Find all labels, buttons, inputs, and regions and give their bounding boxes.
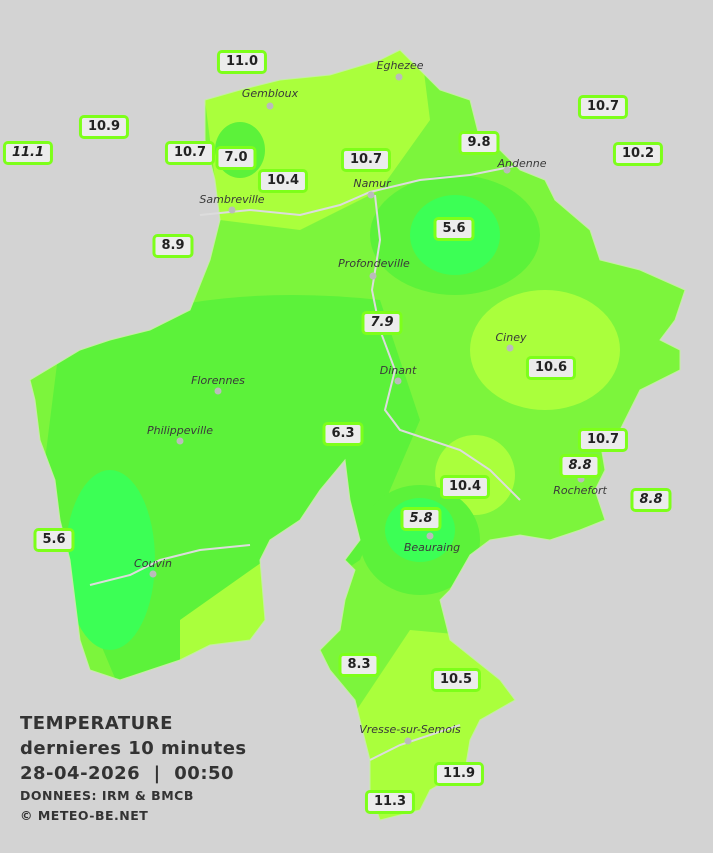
town-label: Profondeville — [338, 257, 410, 270]
legend-title: TEMPERATURE — [20, 713, 173, 734]
station-value: 11.9 — [433, 762, 485, 786]
town-label: Florennes — [191, 374, 245, 387]
station-value: 10.4 — [439, 475, 491, 499]
station-value: 10.4 — [257, 169, 309, 193]
town-dot — [149, 570, 157, 578]
station-value: 7.0 — [215, 146, 257, 170]
legend-subtitle: dernieres 10 minutes — [20, 738, 247, 759]
station-value: 10.5 — [430, 668, 482, 692]
station-value: 10.7 — [164, 141, 216, 165]
town-label: Andenne — [497, 157, 547, 170]
station-value: 6.3 — [322, 422, 364, 446]
town-label: Gembloux — [241, 87, 299, 100]
town-dot — [228, 206, 236, 214]
station-value: 8.8 — [630, 488, 672, 512]
station-value: 5.6 — [433, 217, 475, 241]
town-label: Vresse-sur-Semois — [359, 723, 461, 736]
station-value: 5.8 — [400, 507, 442, 531]
station-value: 8.8 — [559, 454, 601, 478]
map-legend: TEMPERATURE dernieres 10 minutes 28-04-2… — [20, 711, 247, 826]
town-label: Eghezee — [376, 59, 424, 72]
town-label: Ciney — [495, 331, 527, 344]
town-dot — [577, 475, 585, 483]
legend-source: DONNEES: IRM & BMCB — [20, 788, 194, 803]
town-dot — [266, 102, 274, 110]
station-value: 11.3 — [364, 790, 416, 814]
station-value: 8.3 — [338, 653, 380, 677]
station-value: 10.9 — [78, 115, 130, 139]
town-dot — [214, 387, 222, 395]
town-dot — [426, 532, 434, 540]
station-value: 11.0 — [216, 50, 268, 74]
town-dot — [395, 73, 403, 81]
station-value: 10.6 — [525, 356, 577, 380]
station-value: 10.7 — [577, 428, 629, 452]
station-value: 9.8 — [458, 131, 500, 155]
station-value: 10.7 — [340, 148, 392, 172]
town-label: Philippeville — [147, 424, 213, 437]
station-value: 5.6 — [33, 528, 75, 552]
legend-copyright: © METEO-BE.NET — [20, 808, 149, 823]
station-value: 11.1 — [2, 141, 54, 165]
town-dot — [506, 344, 514, 352]
town-label: Dinant — [379, 364, 417, 377]
town-label: Couvin — [134, 557, 172, 570]
town-dot — [394, 377, 402, 385]
station-value: 10.2 — [612, 142, 664, 166]
town-label: Namur — [353, 177, 391, 190]
town-dot — [367, 191, 375, 199]
town-label: Sambreville — [199, 193, 265, 206]
station-value: 8.9 — [152, 234, 194, 258]
town-dot — [176, 437, 184, 445]
town-dot — [369, 272, 377, 280]
town-dot — [503, 166, 511, 174]
station-value: 7.9 — [361, 311, 403, 335]
town-dot — [404, 737, 412, 745]
legend-datetime: 28-04-2026 | 00:50 — [20, 763, 235, 784]
town-label: Rochefort — [553, 484, 607, 497]
town-label: Beauraing — [403, 541, 461, 554]
station-value: 10.7 — [577, 95, 629, 119]
